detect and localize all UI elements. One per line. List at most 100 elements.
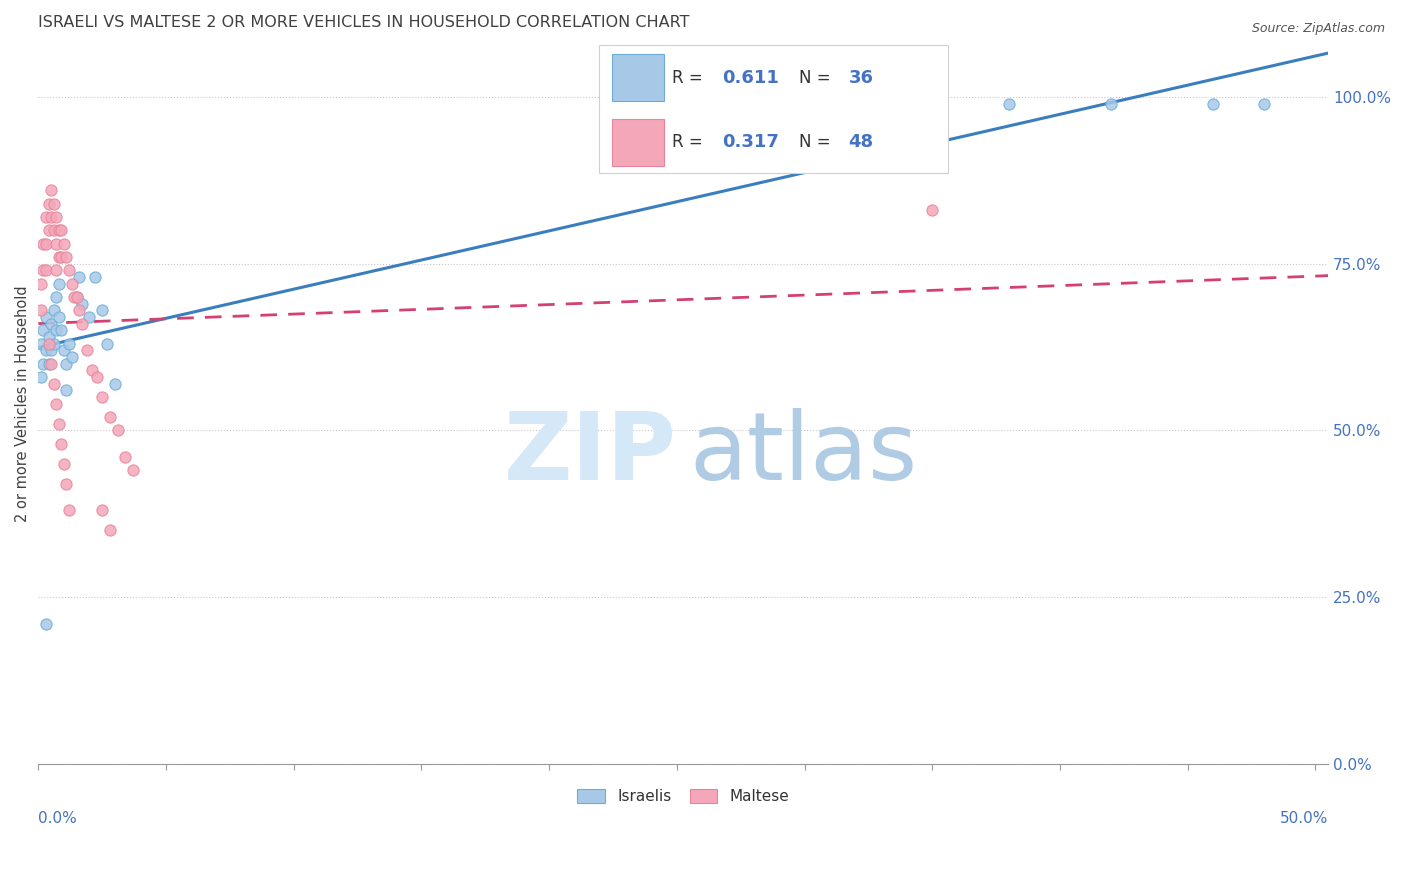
Text: 36: 36 (848, 69, 873, 87)
Point (30, 303, 52, 318)
Point (91, 390, 114, 404)
Point (35, 310, 58, 324)
Point (52, 343, 75, 358)
Point (70, 317, 93, 331)
Point (42, 196, 65, 211)
Text: atlas: atlas (690, 409, 918, 500)
Point (76, 343, 98, 358)
Point (63, 290, 86, 304)
Point (96, 336, 118, 351)
Text: 0.317: 0.317 (721, 133, 779, 152)
Point (1099, 96, 1122, 111)
Point (55, 357, 77, 371)
Point (45, 263, 67, 277)
Point (30, 370, 52, 384)
Point (42, 336, 65, 351)
Legend: Israelis, Maltese: Israelis, Maltese (571, 783, 796, 810)
Point (91, 503, 114, 517)
Point (45, 397, 67, 411)
Point (998, 96, 1021, 111)
Point (38, 357, 60, 371)
Point (48, 277, 70, 291)
Point (38, 336, 60, 351)
Point (91, 303, 114, 318)
Point (48, 223, 70, 237)
Text: ZIP: ZIP (503, 409, 676, 500)
Point (39, 317, 62, 331)
Point (30, 277, 52, 291)
Text: 0.611: 0.611 (721, 69, 779, 87)
Point (818, 100, 841, 114)
Point (32, 323, 55, 337)
Point (45, 290, 67, 304)
Point (98, 524, 121, 538)
Point (58, 503, 80, 517)
Point (921, 203, 943, 218)
Point (51, 323, 73, 337)
Point (39, 357, 62, 371)
Point (48, 250, 70, 264)
Point (66, 290, 89, 304)
Point (32, 263, 55, 277)
Point (86, 370, 108, 384)
Point (35, 236, 58, 251)
Point (39, 343, 62, 358)
Point (42, 303, 65, 318)
Point (58, 263, 80, 277)
Point (42, 223, 65, 237)
Point (107, 424, 129, 438)
Point (32, 357, 55, 371)
Point (51, 436, 73, 450)
Point (60, 350, 83, 364)
Text: 48: 48 (848, 133, 873, 152)
Point (121, 463, 143, 477)
Point (30, 336, 52, 351)
Text: N =: N = (800, 69, 837, 87)
Point (114, 450, 136, 464)
Point (45, 323, 67, 337)
Point (58, 336, 80, 351)
Text: 50.0%: 50.0% (1279, 811, 1329, 826)
Point (45, 236, 67, 251)
Point (39, 210, 62, 224)
Point (79, 310, 101, 324)
Point (66, 290, 89, 304)
Point (55, 250, 77, 264)
FancyBboxPatch shape (599, 45, 948, 173)
Text: N =: N = (800, 133, 837, 152)
Point (83, 270, 105, 285)
Point (38, 196, 60, 211)
Point (35, 616, 58, 631)
Point (48, 417, 70, 431)
Text: ISRAELI VS MALTESE 2 OR MORE VEHICLES IN HOUSEHOLD CORRELATION CHART: ISRAELI VS MALTESE 2 OR MORE VEHICLES IN… (38, 15, 690, 30)
Text: R =: R = (672, 133, 707, 152)
Point (52, 236, 75, 251)
Point (42, 376, 65, 391)
Point (67, 270, 90, 285)
Point (35, 263, 58, 277)
Point (38, 330, 60, 344)
Point (52, 457, 75, 471)
Point (80, 363, 103, 377)
Point (67, 303, 90, 318)
FancyBboxPatch shape (612, 120, 664, 166)
Point (51, 250, 73, 264)
Point (51, 223, 73, 237)
Y-axis label: 2 or more Vehicles in Household: 2 or more Vehicles in Household (15, 285, 30, 522)
Text: R =: R = (672, 69, 707, 87)
Point (1202, 96, 1225, 111)
Point (35, 210, 58, 224)
Point (45, 210, 67, 224)
Point (104, 376, 127, 391)
Point (70, 297, 93, 311)
Point (98, 410, 121, 425)
FancyBboxPatch shape (612, 54, 664, 102)
Point (39, 183, 62, 197)
Point (48, 310, 70, 324)
Point (32, 236, 55, 251)
Point (1253, 96, 1275, 111)
Text: Source: ZipAtlas.com: Source: ZipAtlas.com (1251, 22, 1385, 36)
Point (35, 343, 58, 358)
Text: 0.0%: 0.0% (38, 811, 77, 826)
Point (55, 384, 77, 398)
